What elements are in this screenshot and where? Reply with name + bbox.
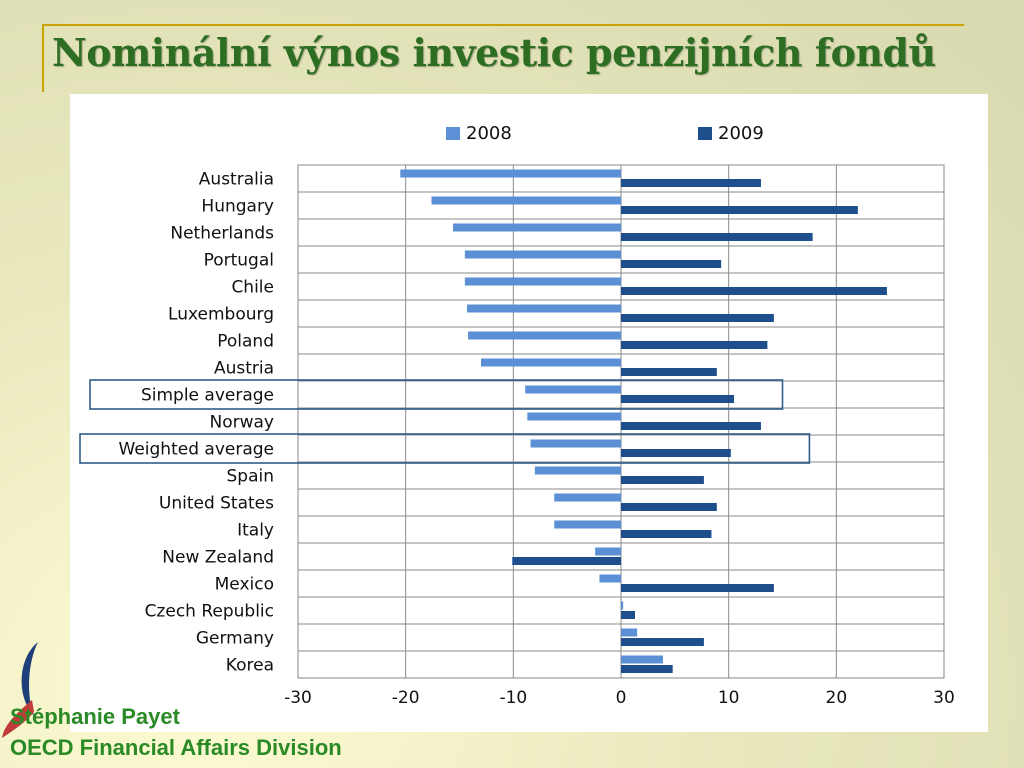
bar-2009-simple-average [621,395,735,403]
category-label: Norway [210,413,275,433]
bar-2009-korea [621,665,673,673]
x-tick-label: -10 [499,688,527,708]
x-tick-label: 30 [933,688,955,708]
bar-2008-italy [554,520,621,529]
bar-2009-luxembourg [621,314,774,322]
category-label: Italy [237,521,274,541]
category-label: Hungary [201,197,274,217]
bar-2009-portugal [621,260,722,268]
category-label: United States [159,494,274,514]
bar-2008-hungary [431,196,621,205]
bar-2008-portugal [464,250,621,259]
bar-2009-new-zealand [512,557,621,565]
category-label: Luxembourg [168,305,274,325]
category-label: Simple average [141,386,274,406]
bar-2009-mexico [621,584,774,592]
bar-2008-korea [621,655,663,664]
logo-icon [2,642,38,738]
category-label: Spain [227,467,275,487]
x-tick-label: 0 [616,688,627,708]
bar-2009-weighted-average [621,449,731,457]
bar-2009-hungary [621,206,858,214]
bar-2009-spain [621,476,704,484]
bar-2008-weighted-average [530,439,621,448]
x-tick-label: 10 [718,688,740,708]
title-accent-line [42,24,964,26]
highlight-box [79,433,811,464]
bar-2009-chile [621,287,887,295]
category-label: Korea [226,656,274,676]
bar-2008-austria [481,358,621,367]
bar-2008-spain [534,466,621,475]
bar-2008-czech-republic [621,601,624,610]
bar-chart: -30 -20 -10 0 10 20 30 Australia Hungary Netherla… [79,123,955,708]
bar-2009-united-states [621,503,717,511]
author-name: Stéphanie Payet [10,704,180,729]
chart-panel: -30 -20 -10 0 10 20 30 Australia Hungary Netherla… [70,94,988,732]
bar-2009-germany [621,638,704,646]
legend-swatch-2009 [698,127,712,140]
category-label: Netherlands [170,224,274,244]
highlight-box [89,379,784,410]
category-label: Australia [199,170,274,190]
slide-title: Nominální výnos investic penzijních fond… [52,30,936,75]
bar-2008-simple-average [525,385,621,394]
bar-2008-norway [527,412,621,421]
category-label: Austria [214,359,274,379]
bar-2008-netherlands [453,223,621,232]
category-label: Poland [217,332,274,352]
bar-2008-luxembourg [467,304,621,313]
division-name: OECD Financial Affairs Division [10,735,342,760]
category-label: Germany [196,629,274,649]
bar-2008-new-zealand [595,547,621,556]
bar-2008-poland [468,331,621,340]
category-label: Weighted average [119,440,274,460]
legend-label-2009: 2009 [718,123,764,144]
bar-2008-australia [400,169,621,178]
legend-swatch-2008 [446,127,460,140]
bar-2008-united-states [554,493,621,502]
category-label: Portugal [204,251,274,271]
bar-2009-austria [621,368,717,376]
bar-2008-mexico [599,574,621,583]
category-label: Chile [231,278,274,298]
category-label: Czech Republic [145,602,274,622]
legend-label-2008: 2008 [466,123,512,144]
x-tick-label: -20 [392,688,420,708]
bar-2008-chile [464,277,621,286]
x-tick-label: -30 [284,688,312,708]
bar-2009-norway [621,422,761,430]
bar-2009-poland [621,341,768,349]
x-tick-label: 20 [826,688,848,708]
bar-2009-czech-republic [621,611,635,619]
bar-2009-italy [621,530,712,538]
bar-2009-netherlands [621,233,813,241]
bar-2009-australia [621,179,761,187]
category-label: New Zealand [162,548,274,568]
bar-2008-germany [621,628,638,637]
category-label: Mexico [215,575,274,595]
title-accent-line-left [42,24,44,92]
